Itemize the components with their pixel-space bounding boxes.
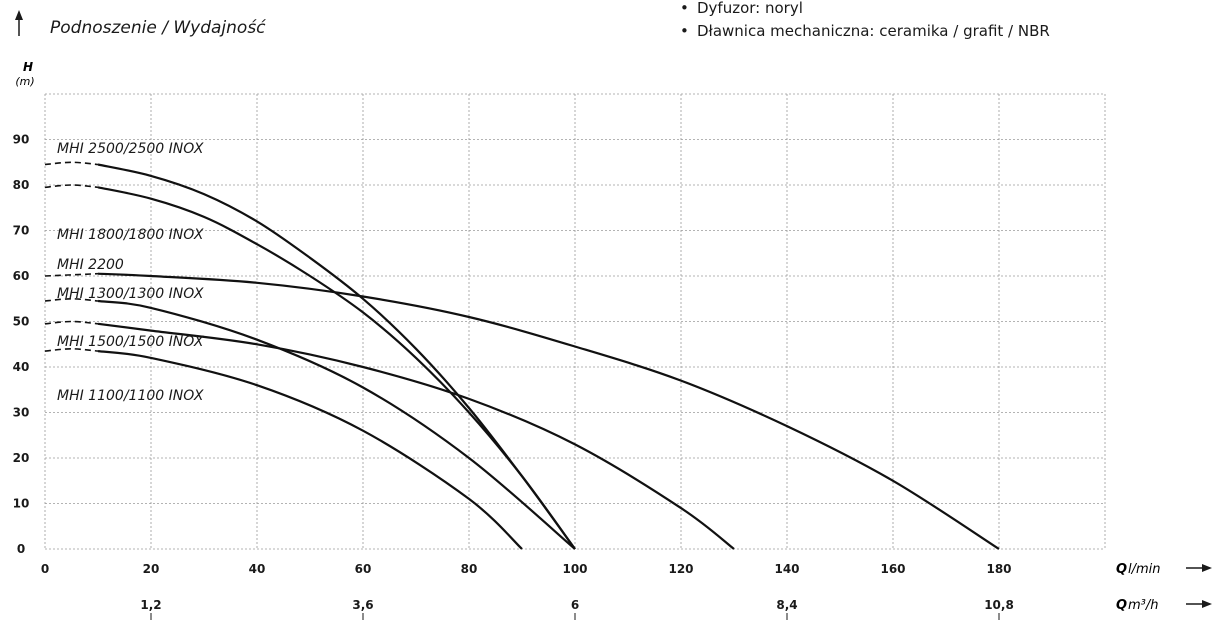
x2-tick-label: 6: [571, 598, 579, 612]
curve-mhi-2200: [97, 272, 1000, 550]
x-tick-label: 0: [41, 562, 49, 576]
curve-mhi-1300-1300-inox: [97, 299, 576, 550]
chart-title: Podnoszenie / Wydajność: [50, 18, 266, 38]
y-tick-label: 0: [17, 542, 25, 556]
y-tick-label: 10: [13, 497, 30, 511]
curve-mhi-1100-1100-inox: [97, 350, 523, 550]
curve-mhi-1500-1500-inox-dashed: [44, 320, 99, 325]
curve-label-mhi-1800-1800-inox: MHI 1800/1800 INOX: [57, 227, 204, 243]
x2-tick-label: 1,2: [140, 598, 161, 612]
curve-label-mhi-1100-1100-inox: MHI 1100/1100 INOX: [57, 388, 204, 404]
x-tick-label: 160: [880, 562, 905, 576]
x-tick-label: 180: [986, 562, 1011, 576]
y-tick-label: 50: [13, 315, 30, 329]
x-axis-unit: l/min: [1128, 562, 1161, 577]
curve-mhi-2200-dashed: [44, 272, 99, 277]
curve-label-mhi-1300-1300-inox: MHI 1300/1300 INOX: [57, 286, 204, 302]
curve-mhi-1800-1800-inox-dashed: [44, 184, 99, 189]
x2-tick-label: 8,4: [776, 598, 797, 612]
x-tick-labels: 0 20 40 60 80 100 120 140 160 180: [41, 562, 1012, 576]
x-tick-label: 80: [461, 562, 478, 576]
spec-diffuser: Dyfuzor: noryl: [697, 0, 803, 17]
curve-label-mhi-1500-1500-inox: MHI 1500/1500 INOX: [57, 334, 204, 350]
curve-label-mhi-2500-2500-inox: MHI 2500/2500 INOX: [57, 141, 204, 157]
x-tick-label: 40: [249, 562, 266, 576]
y-tick-label: 30: [13, 406, 30, 420]
x-axis-arrow-head: [1202, 564, 1212, 572]
x2-tick-label: 3,6: [352, 598, 373, 612]
y-tick-labels: 0 10 20 30 40 50 60 70 80 90: [13, 133, 30, 557]
spec-bullet-1: •: [680, 0, 689, 17]
x2-axis-unit: m³/h: [1128, 598, 1159, 613]
spec-seal: Dławnica mechaniczna: ceramika / grafit …: [697, 22, 1050, 40]
x-tick-label: 120: [668, 562, 693, 576]
y-tick-label: 90: [13, 133, 30, 147]
y-tick-label: 80: [13, 178, 30, 192]
curve-mhi-1800-1800-inox: [97, 186, 576, 550]
x2-axis-arrow-head: [1202, 600, 1212, 608]
y-tick-label: 70: [13, 224, 30, 238]
y-axis-label: H: [23, 60, 33, 74]
y-axis-arrow: [15, 10, 23, 36]
pump-curves: [44, 161, 1000, 550]
y-tick-label: 60: [13, 269, 30, 283]
x-tick-label: 60: [355, 562, 372, 576]
curve-mhi-2500-2500-inox-dashed: [44, 161, 99, 166]
curve-mhi-1100-1100-inox-dashed: [44, 347, 99, 352]
y-axis-unit: (m): [15, 75, 34, 88]
y-tick-label: 40: [13, 360, 30, 374]
curve-mhi-1300-1300-inox-dashed: [44, 297, 99, 302]
grid: [44, 93, 1106, 550]
x2-tick-label: 10,8: [984, 598, 1014, 612]
x-axis-label-lmin: Q l/min: [1116, 562, 1212, 577]
x2-tick-labels: 1,2 3,6 6 8,4 10,8: [140, 598, 1014, 620]
curve-mhi-2500-2500-inox: [97, 163, 576, 550]
curve-mhi-1500-1500-inox: [97, 322, 735, 550]
x2-axis-label: Q: [1116, 598, 1127, 613]
x-tick-label: 140: [774, 562, 799, 576]
y-tick-label: 20: [13, 451, 30, 465]
x-tick-label: 20: [143, 562, 160, 576]
curve-labels: MHI 2500/2500 INOX MHI 1800/1800 INOX MHI …: [57, 141, 204, 404]
curve-label-mhi-2200: MHI 2200: [57, 257, 124, 273]
x-axis-label: Q: [1116, 562, 1127, 577]
spec-bullet-2: •: [680, 22, 689, 40]
x-axis-label-m3h: Q m³/h: [1116, 598, 1212, 613]
x-tick-label: 100: [562, 562, 587, 576]
